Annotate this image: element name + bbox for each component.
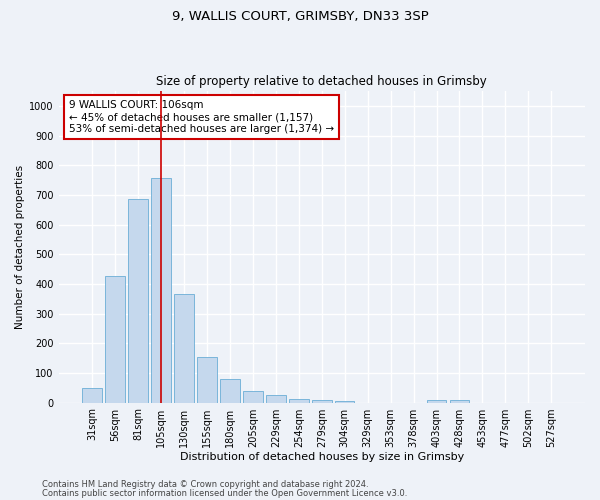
Bar [220, 380, 239, 402]
Bar [427, 400, 446, 402]
Y-axis label: Number of detached properties: Number of detached properties [15, 165, 25, 329]
Bar [266, 395, 286, 402]
Bar [197, 356, 217, 403]
Text: 9 WALLIS COURT: 106sqm
← 45% of detached houses are smaller (1,157)
53% of semi-: 9 WALLIS COURT: 106sqm ← 45% of detached… [69, 100, 334, 134]
Bar [174, 294, 194, 403]
Bar [243, 390, 263, 402]
Bar [128, 200, 148, 402]
Bar [335, 401, 355, 402]
Text: Contains HM Land Registry data © Crown copyright and database right 2024.: Contains HM Land Registry data © Crown c… [42, 480, 368, 489]
Bar [289, 398, 308, 402]
Bar [450, 400, 469, 402]
Bar [312, 400, 332, 402]
Text: Contains public sector information licensed under the Open Government Licence v3: Contains public sector information licen… [42, 488, 407, 498]
Text: 9, WALLIS COURT, GRIMSBY, DN33 3SP: 9, WALLIS COURT, GRIMSBY, DN33 3SP [172, 10, 428, 23]
Bar [151, 178, 171, 402]
X-axis label: Distribution of detached houses by size in Grimsby: Distribution of detached houses by size … [179, 452, 464, 462]
Bar [82, 388, 102, 402]
Bar [106, 276, 125, 402]
Title: Size of property relative to detached houses in Grimsby: Size of property relative to detached ho… [157, 76, 487, 88]
